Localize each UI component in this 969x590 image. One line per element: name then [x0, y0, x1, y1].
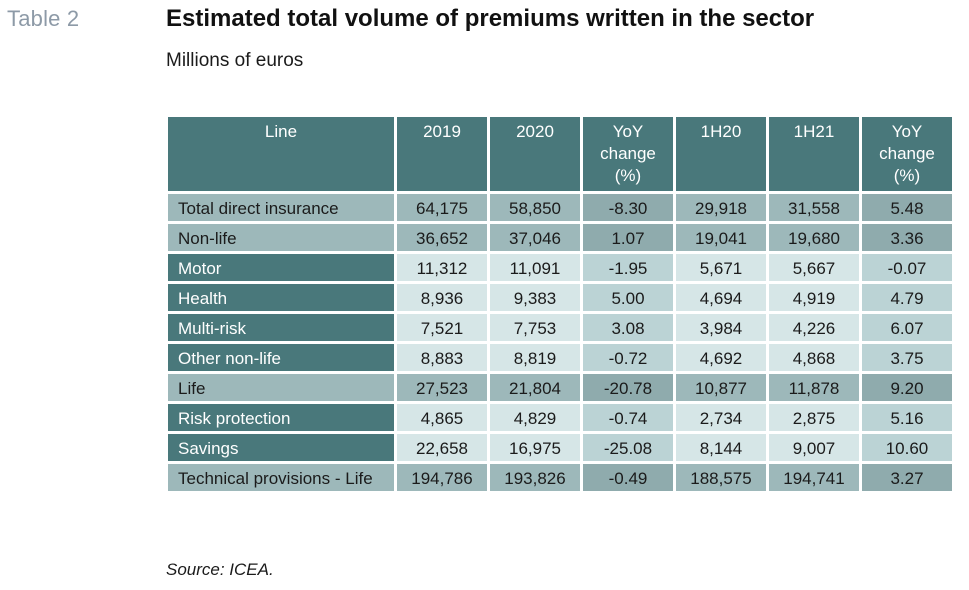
cell-yoy-annual: -0.74 — [583, 404, 673, 431]
cell-2020: 4,829 — [490, 404, 580, 431]
cell-1h20: 29,918 — [676, 194, 766, 221]
cell-2020: 58,850 — [490, 194, 580, 221]
header-2020: 2020 — [490, 117, 580, 191]
row-label: Total direct insurance — [168, 194, 394, 221]
header-1h21: 1H21 — [769, 117, 859, 191]
cell-1h21: 194,741 — [769, 464, 859, 491]
cell-1h20: 5,671 — [676, 254, 766, 281]
cell-1h20: 19,041 — [676, 224, 766, 251]
cell-1h20: 4,694 — [676, 284, 766, 311]
cell-2019: 64,175 — [397, 194, 487, 221]
table-subtitle: Millions of euros — [166, 50, 304, 71]
cell-1h21: 9,007 — [769, 434, 859, 461]
header-yoy-annual-line3: (%) — [614, 166, 642, 185]
cell-yoy-half: 3.75 — [862, 344, 952, 371]
table-row: Motor 11,312 11,091 -1.95 5,671 5,667 -0… — [168, 254, 952, 281]
cell-yoy-half: 3.36 — [862, 224, 952, 251]
cell-yoy-annual: -1.95 — [583, 254, 673, 281]
cell-2020: 11,091 — [490, 254, 580, 281]
cell-yoy-half: 6.07 — [862, 314, 952, 341]
header-yoy-annual-line1: YoY — [612, 122, 644, 141]
cell-1h21: 19,680 — [769, 224, 859, 251]
cell-1h21: 4,919 — [769, 284, 859, 311]
header-yoy-annual: YoY change (%) — [583, 117, 673, 191]
cell-2019: 194,786 — [397, 464, 487, 491]
cell-yoy-annual: -20.78 — [583, 374, 673, 401]
cell-1h20: 3,984 — [676, 314, 766, 341]
cell-1h20: 2,734 — [676, 404, 766, 431]
cell-yoy-half: 10.60 — [862, 434, 952, 461]
table-row: Health 8,936 9,383 5.00 4,694 4,919 4.79 — [168, 284, 952, 311]
row-label: Technical provisions - Life — [168, 464, 394, 491]
header-yoy-half-line2: change — [879, 144, 935, 163]
cell-1h20: 188,575 — [676, 464, 766, 491]
cell-1h21: 5,667 — [769, 254, 859, 281]
cell-yoy-annual: 5.00 — [583, 284, 673, 311]
cell-yoy-annual: -25.08 — [583, 434, 673, 461]
cell-2019: 11,312 — [397, 254, 487, 281]
row-label: Non-life — [168, 224, 394, 251]
table-number: Table 2 — [7, 6, 80, 31]
cell-2019: 4,865 — [397, 404, 487, 431]
table-row: Non-life 36,652 37,046 1.07 19,041 19,68… — [168, 224, 952, 251]
row-label: Motor — [168, 254, 394, 281]
cell-1h20: 4,692 — [676, 344, 766, 371]
cell-yoy-half: 9.20 — [862, 374, 952, 401]
cell-2020: 16,975 — [490, 434, 580, 461]
cell-1h20: 10,877 — [676, 374, 766, 401]
header-yoy-annual-line2: change — [600, 144, 656, 163]
cell-yoy-half: 4.79 — [862, 284, 952, 311]
cell-yoy-annual: 1.07 — [583, 224, 673, 251]
cell-1h21: 4,226 — [769, 314, 859, 341]
cell-2019: 27,523 — [397, 374, 487, 401]
table-row: Total direct insurance 64,175 58,850 -8.… — [168, 194, 952, 221]
premiums-table: Line 2019 2020 YoY change (%) 1H20 1H21 … — [165, 114, 955, 494]
row-label: Savings — [168, 434, 394, 461]
cell-yoy-half: 3.27 — [862, 464, 952, 491]
cell-yoy-half: 5.48 — [862, 194, 952, 221]
cell-1h21: 4,868 — [769, 344, 859, 371]
cell-2019: 36,652 — [397, 224, 487, 251]
table-row: Technical provisions - Life 194,786 193,… — [168, 464, 952, 491]
header-yoy-half-line3: (%) — [893, 166, 921, 185]
cell-2020: 9,383 — [490, 284, 580, 311]
header-row: Line 2019 2020 YoY change (%) 1H20 1H21 … — [168, 117, 952, 191]
header-yoy-half: YoY change (%) — [862, 117, 952, 191]
cell-2020: 37,046 — [490, 224, 580, 251]
table-row: Savings 22,658 16,975 -25.08 8,144 9,007… — [168, 434, 952, 461]
cell-yoy-annual: -0.72 — [583, 344, 673, 371]
table-row: Multi-risk 7,521 7,753 3.08 3,984 4,226 … — [168, 314, 952, 341]
table-row: Risk protection 4,865 4,829 -0.74 2,734 … — [168, 404, 952, 431]
header-line: Line — [168, 117, 394, 191]
cell-yoy-half: -0.07 — [862, 254, 952, 281]
cell-1h21: 31,558 — [769, 194, 859, 221]
row-label: Health — [168, 284, 394, 311]
cell-2019: 7,521 — [397, 314, 487, 341]
cell-yoy-annual: 3.08 — [583, 314, 673, 341]
cell-1h21: 11,878 — [769, 374, 859, 401]
cell-2019: 8,936 — [397, 284, 487, 311]
header-yoy-half-line1: YoY — [891, 122, 923, 141]
row-label: Other non-life — [168, 344, 394, 371]
header-1h20: 1H20 — [676, 117, 766, 191]
cell-2020: 193,826 — [490, 464, 580, 491]
cell-yoy-annual: -8.30 — [583, 194, 673, 221]
table-row: Other non-life 8,883 8,819 -0.72 4,692 4… — [168, 344, 952, 371]
cell-2020: 8,819 — [490, 344, 580, 371]
header-2019: 2019 — [397, 117, 487, 191]
table-row: Life 27,523 21,804 -20.78 10,877 11,878 … — [168, 374, 952, 401]
cell-2020: 7,753 — [490, 314, 580, 341]
row-label: Life — [168, 374, 394, 401]
cell-2019: 8,883 — [397, 344, 487, 371]
cell-1h20: 8,144 — [676, 434, 766, 461]
table-title: Estimated total volume of premiums writt… — [166, 5, 815, 32]
cell-yoy-half: 5.16 — [862, 404, 952, 431]
cell-yoy-annual: -0.49 — [583, 464, 673, 491]
row-label: Multi-risk — [168, 314, 394, 341]
row-label: Risk protection — [168, 404, 394, 431]
cell-2020: 21,804 — [490, 374, 580, 401]
source-note: Source: ICEA. — [166, 560, 274, 579]
cell-2019: 22,658 — [397, 434, 487, 461]
cell-1h21: 2,875 — [769, 404, 859, 431]
